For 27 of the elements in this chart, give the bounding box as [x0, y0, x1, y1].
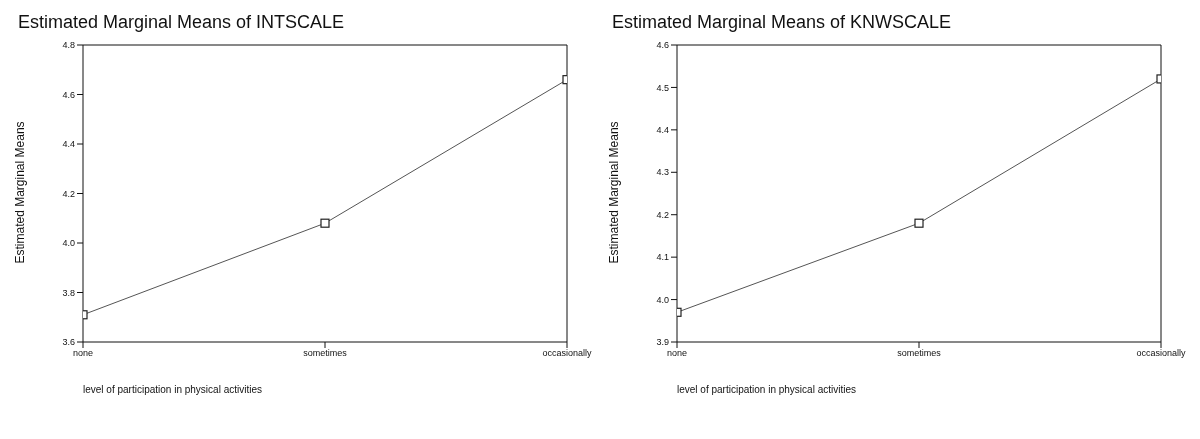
- y-tick-label: 4.2: [62, 188, 75, 199]
- y-tick-label: 4.1: [656, 252, 669, 263]
- y-tick-label: 4.8: [62, 40, 75, 51]
- x-axis-title: level of participation in physical activities: [677, 384, 857, 395]
- y-axis-title: Estimated Marginal Means: [13, 121, 28, 264]
- chart-title: Estimated Marginal Means of INTSCALE: [18, 12, 346, 34]
- x-tick-label: none: [666, 348, 688, 359]
- x-tick-label: sometimes: [303, 348, 348, 359]
- y-tick-label: 4.2: [656, 209, 669, 220]
- x-tick-label: occasionally: [1136, 348, 1187, 359]
- y-tick-label: 4.4: [62, 139, 75, 150]
- y-tick-label: 4.4: [656, 125, 669, 136]
- x-tick-label: occasionally: [542, 348, 593, 359]
- y-tick-label: 4.6: [656, 40, 669, 51]
- y-tick-label: 4.3: [656, 167, 669, 178]
- y-tick-label: 3.6: [62, 337, 75, 348]
- x-axis-title: level of participation in physical activities: [83, 384, 263, 395]
- chart-title: Estimated Marginal Means of KNWSCALE: [612, 12, 953, 34]
- x-tick-label: sometimes: [897, 348, 942, 359]
- x-tick-label: none: [72, 348, 94, 359]
- y-tick-label: 3.8: [62, 287, 75, 298]
- y-tick-label: 4.0: [656, 294, 669, 305]
- y-tick-label: 3.9: [656, 337, 669, 348]
- y-tick-label: 4.5: [656, 82, 669, 93]
- y-tick-label: 4.6: [62, 89, 75, 100]
- y-axis-title: Estimated Marginal Means: [607, 121, 622, 264]
- y-tick-label: 4.0: [62, 238, 75, 249]
